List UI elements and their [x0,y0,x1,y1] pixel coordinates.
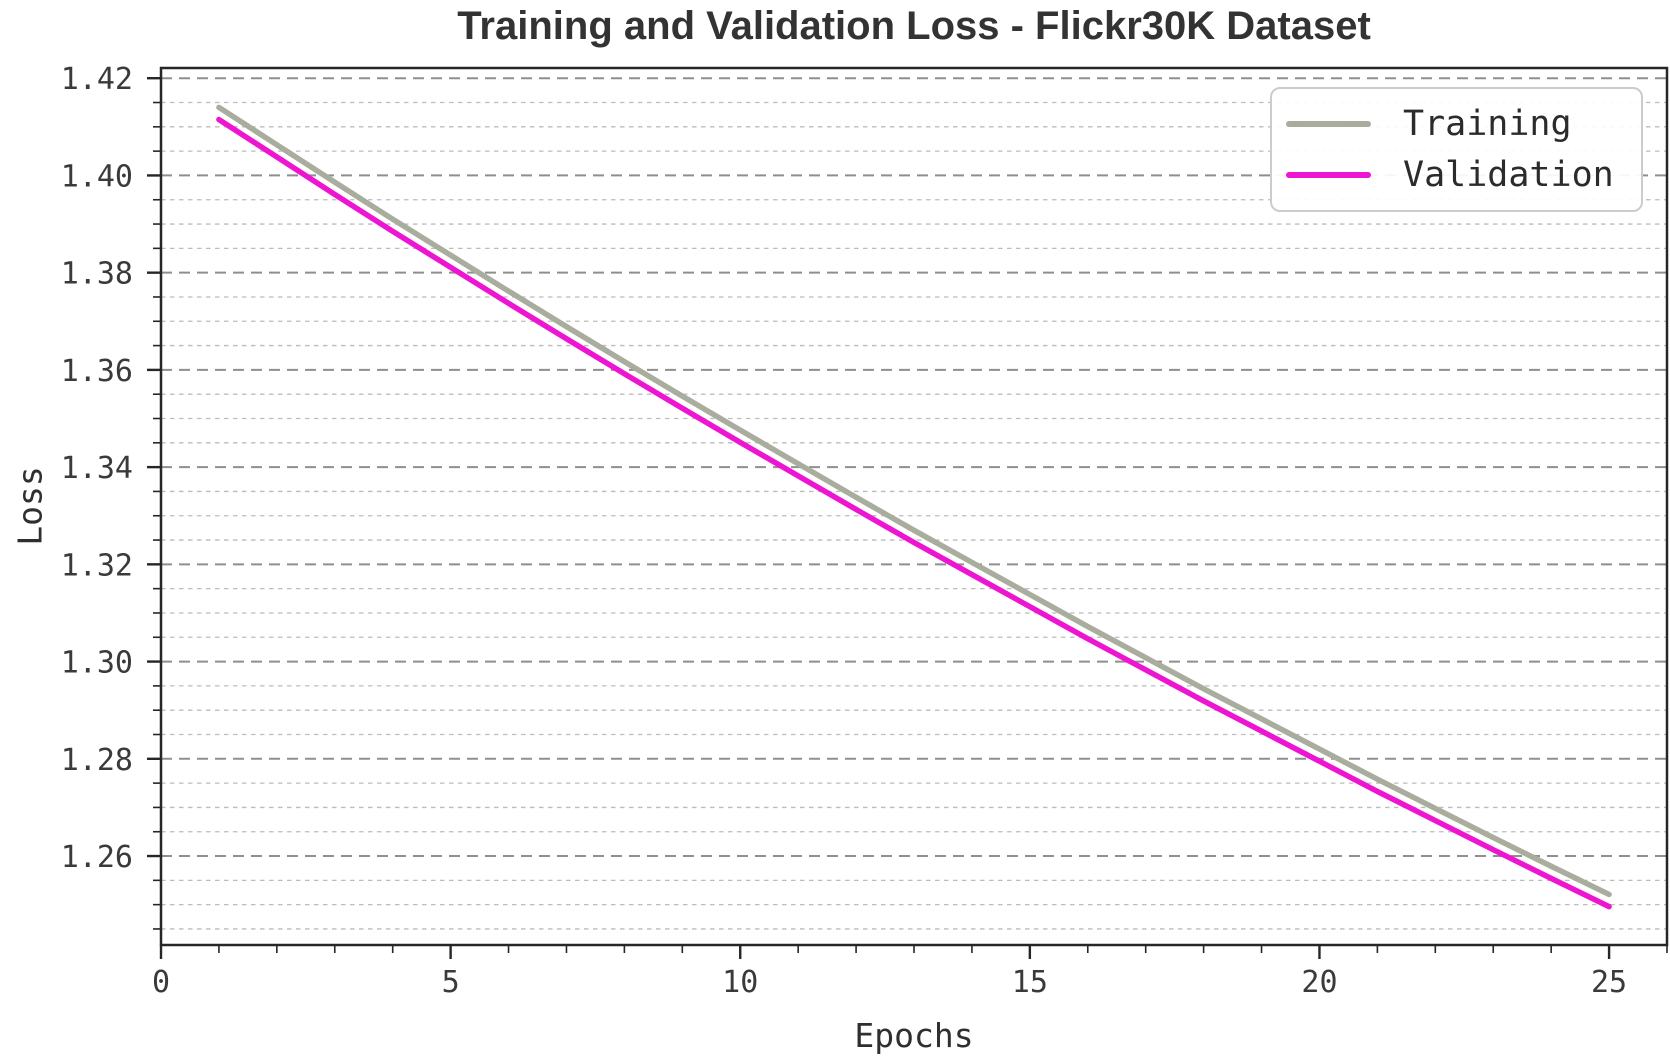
y-tick-label: 1.32 [61,548,133,583]
x-tick-label: 15 [1012,965,1048,1000]
y-tick-label: 1.26 [61,840,133,875]
y-tick-label: 1.40 [61,159,133,194]
training-loss-line [216,104,1612,898]
legend-entry-validation: Validation [1286,154,1631,195]
y-tick-label: 1.30 [61,646,133,681]
y-axis-label: Loss [10,466,50,546]
legend-label-validation: Validation [1403,154,1614,195]
validation-loss-line [216,116,1612,910]
x-axis-label: Epochs [854,1016,974,1055]
legend-entry-training: Training [1286,103,1631,144]
x-tick-label: 25 [1591,965,1627,1000]
training-line-swatch [1286,121,1371,127]
chart-title: Training and Validation Loss - Flickr30K… [457,4,1371,48]
x-tick-label: 0 [152,965,170,1000]
validation-line-swatch [1286,172,1371,178]
y-tick-label: 1.28 [61,743,133,778]
legend-label-training: Training [1403,103,1572,144]
y-tick-label: 1.36 [61,354,133,389]
x-tick-label: 5 [442,965,460,1000]
x-tick-label: 10 [722,965,758,1000]
y-tick-label: 1.34 [61,451,133,486]
legend: Training Validation [1270,87,1643,212]
x-tick-label: 20 [1301,965,1337,1000]
y-tick-label: 1.42 [61,62,133,97]
y-tick-label: 1.38 [61,257,133,292]
